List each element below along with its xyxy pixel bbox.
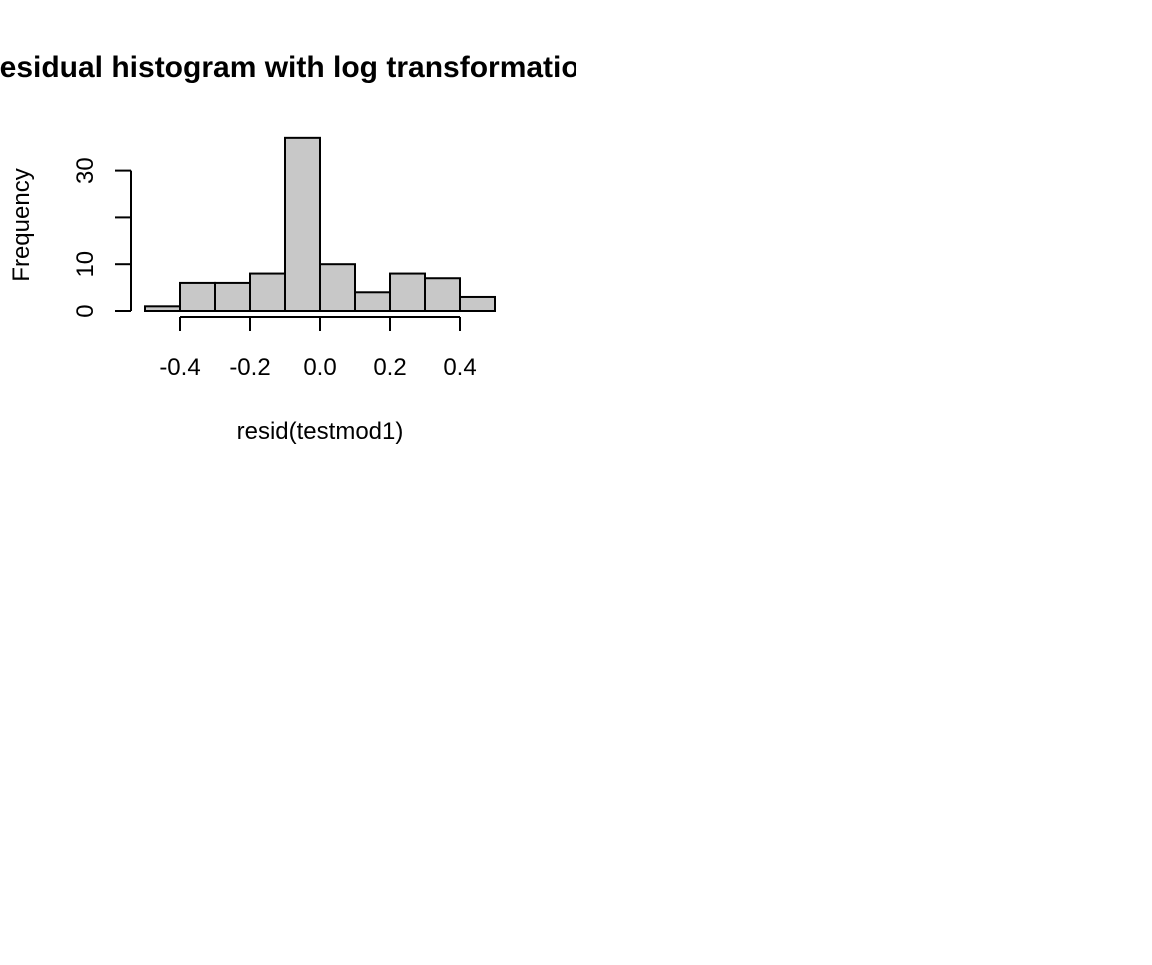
x-tick-label: 0.2 [373,354,406,381]
histogram-bar-5 [284,136,321,312]
chart-title: Residual histogram with log transformati… [0,51,598,84]
bars-group [144,136,496,313]
x-tick-label: 0.4 [443,354,476,381]
histogram-bar-8 [389,272,426,312]
histogram-bar-3 [214,281,251,313]
x-axis: -0.4 -0.2 0.0 0.2 0.4 [159,316,477,381]
y-tick-label: 0 [72,304,99,317]
x-axis-label: resid(testmod1) [237,418,404,445]
y-axis-label: Frequency [8,168,35,281]
y-axis: 0 10 30 [72,157,132,318]
y-tick-label: 10 [72,251,99,278]
histogram-bar-4 [249,272,286,312]
y-tick-label: 30 [72,157,99,184]
x-tick-label: -0.2 [229,354,270,381]
histogram-bar-9 [424,277,461,312]
histogram-bar-2 [179,281,216,313]
histogram-bar-7 [354,291,391,312]
histogram-bar-1 [144,305,181,313]
histogram-bar-6 [319,263,356,313]
histogram-bar-10 [459,295,496,312]
x-tick-label: -0.4 [159,354,200,381]
x-tick-label: 0.0 [303,354,336,381]
